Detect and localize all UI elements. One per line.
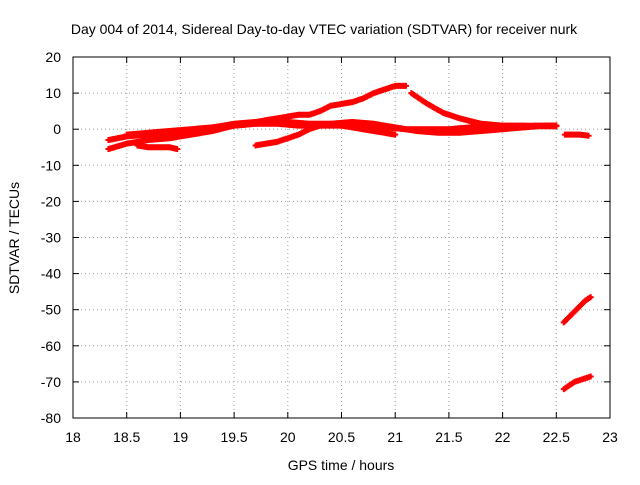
- data-point: [553, 122, 560, 129]
- x-tick-label: 19: [173, 429, 189, 445]
- y-tick-label: -80: [41, 410, 61, 426]
- data-point: [174, 146, 181, 153]
- x-tick-label: 19.5: [220, 429, 247, 445]
- x-tick-label: 21: [387, 429, 403, 445]
- y-tick-label: -20: [41, 193, 61, 209]
- y-tick-label: -30: [41, 230, 61, 246]
- series-arc-4: [134, 142, 181, 153]
- data-point: [587, 373, 594, 380]
- x-axis-label: GPS time / hours: [288, 457, 395, 473]
- series-arc-9: [560, 373, 594, 393]
- y-axis-label: SDTVAR / TECUs: [6, 182, 22, 294]
- y-tick-label: -70: [41, 374, 61, 390]
- x-tick-label: 23: [602, 429, 618, 445]
- data-point: [392, 131, 399, 138]
- data-series: [105, 82, 594, 393]
- gridlines: [73, 57, 610, 418]
- x-tick-label: 22.5: [543, 429, 570, 445]
- x-tick-label: 20.5: [328, 429, 355, 445]
- data-point: [587, 294, 594, 301]
- x-tick-label: 20: [280, 429, 296, 445]
- data-point: [585, 132, 592, 139]
- x-tick-label: 18: [65, 429, 81, 445]
- y-tick-label: -40: [41, 266, 61, 282]
- y-tick-label: 0: [53, 121, 61, 137]
- x-tick-label: 21.5: [435, 429, 462, 445]
- x-tick-label: 22: [495, 429, 511, 445]
- series-arc-6: [123, 120, 560, 138]
- y-tick-label: 10: [45, 85, 61, 101]
- y-tick-label: -50: [41, 302, 61, 318]
- chart-title: Day 004 of 2014, Sidereal Day-to-day VTE…: [71, 21, 578, 37]
- y-tick-label: -10: [41, 157, 61, 173]
- x-tick-label: 18.5: [113, 429, 140, 445]
- y-tick-label: 20: [45, 49, 61, 65]
- axis-ticks: 18 18.5 19 19.5 20 20.5 21 21.5 22 22.5 23 20 10 0 -10…: [41, 49, 618, 445]
- data-point: [402, 82, 409, 89]
- series-arc-7: [561, 131, 592, 139]
- series-arc-8: [560, 294, 594, 326]
- y-tick-label: -60: [41, 338, 61, 354]
